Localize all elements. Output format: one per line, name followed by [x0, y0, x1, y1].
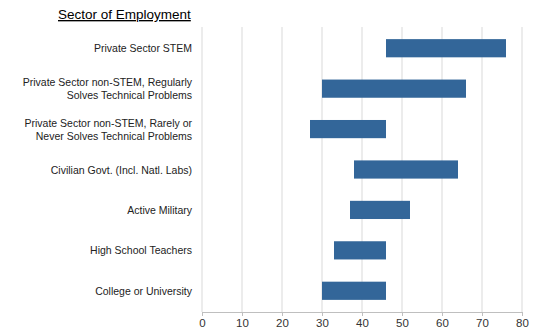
tick-label: 40	[356, 317, 369, 329]
grid-line	[322, 27, 323, 312]
grid-line	[282, 27, 283, 312]
category-label-line: Solves Technical Problems	[67, 89, 192, 101]
tick: 20	[276, 312, 289, 329]
tick-mark	[202, 312, 203, 316]
category-label-line: Never Solves Technical Problems	[36, 130, 192, 142]
grid-line	[482, 27, 483, 312]
bar	[354, 160, 458, 178]
tick: 60	[436, 312, 449, 329]
bar	[322, 80, 466, 98]
tick: 10	[236, 312, 249, 329]
grid	[202, 27, 522, 312]
title: Sector of Employment	[58, 7, 191, 22]
tick-mark	[282, 312, 283, 316]
tick-label: 80	[516, 317, 529, 329]
y-labels: Private Sector STEM Private Sector non-ST…	[23, 42, 193, 297]
category-label-line: College or University	[95, 285, 193, 297]
bar	[386, 39, 506, 57]
x-axis: 0 10 20 30 40 50 60 70 80	[199, 312, 529, 329]
grid-line	[202, 27, 203, 312]
chart: Sector of Employment 0 10 20 30 40 50 60 70 80 Pri…	[0, 0, 553, 333]
bar	[310, 120, 386, 138]
tick: 50	[396, 312, 409, 329]
tick-label: 50	[396, 317, 409, 329]
category-label-line: Private Sector non-STEM, Rarely or	[25, 117, 193, 129]
grid-line	[522, 27, 523, 312]
tick-label: 20	[276, 317, 289, 329]
category-label: College or University	[95, 285, 193, 297]
tick: 80	[516, 312, 529, 329]
category-label: Private Sector STEM	[94, 42, 192, 54]
tick: 0	[199, 312, 205, 329]
category-label-line: Private Sector non-STEM, Regularly	[23, 76, 193, 88]
category-label: High School Teachers	[90, 244, 192, 256]
category-label: Private Sector non-STEM, Rarely orNever …	[25, 117, 193, 142]
tick-label: 10	[236, 317, 249, 329]
tick-mark	[322, 312, 323, 316]
tick-label: 60	[436, 317, 449, 329]
tick-label: 0	[199, 317, 205, 329]
bar	[322, 282, 386, 300]
tick-mark	[242, 312, 243, 316]
bar	[334, 241, 386, 259]
tick: 30	[316, 312, 329, 329]
axis-line	[203, 313, 523, 317]
tick-mark	[442, 312, 443, 316]
category-label: Civilian Govt. (Incl. Natl. Labs)	[51, 164, 192, 176]
tick-mark	[522, 312, 523, 316]
plot: 0 10 20 30 40 50 60 70 80	[199, 27, 529, 329]
tick-mark	[482, 312, 483, 316]
tick: 70	[476, 312, 489, 329]
tick: 40	[356, 312, 369, 329]
category-label: Private Sector non-STEM, RegularlySolves…	[23, 76, 193, 101]
grid-line	[242, 27, 243, 312]
tick-mark	[402, 312, 403, 316]
category-label-line: Active Military	[127, 204, 193, 216]
tick-label: 30	[316, 317, 329, 329]
bars	[310, 39, 506, 300]
category-label: Active Military	[127, 204, 193, 216]
bar	[350, 201, 410, 219]
category-label-line: High School Teachers	[90, 244, 192, 256]
category-label-line: Private Sector STEM	[94, 42, 192, 54]
category-label-line: Civilian Govt. (Incl. Natl. Labs)	[51, 164, 192, 176]
tick-mark	[362, 312, 363, 316]
tick-label: 70	[476, 317, 489, 329]
